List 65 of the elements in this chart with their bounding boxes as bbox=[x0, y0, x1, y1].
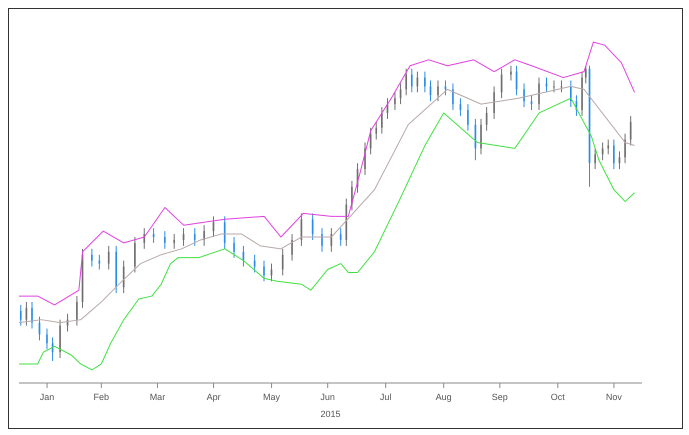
candlestick bbox=[510, 65, 512, 81]
candlestick bbox=[242, 245, 244, 268]
candlestick bbox=[233, 236, 235, 258]
candlestick bbox=[291, 234, 293, 262]
candlestick bbox=[416, 71, 418, 93]
candlestick bbox=[624, 133, 626, 164]
candlestick bbox=[400, 82, 402, 105]
candlestick bbox=[394, 92, 396, 111]
x-axis-title: 2015 bbox=[320, 409, 341, 419]
candlestick bbox=[460, 98, 462, 116]
candlestick bbox=[46, 328, 48, 350]
x-tick-label: Jun bbox=[320, 392, 335, 402]
candlestick bbox=[538, 77, 540, 111]
x-tick-label: Aug bbox=[436, 392, 452, 402]
x-tick-label: Sep bbox=[492, 392, 508, 402]
candlestick bbox=[351, 180, 353, 211]
candlestick bbox=[500, 68, 502, 99]
candlestick bbox=[618, 150, 620, 170]
candlestick bbox=[321, 228, 323, 252]
x-tick-label: Oct bbox=[550, 392, 566, 402]
candlestick bbox=[31, 301, 33, 330]
candlestick bbox=[430, 80, 432, 102]
candlestick bbox=[424, 71, 426, 93]
candlestick bbox=[282, 248, 284, 276]
candlestick bbox=[516, 65, 518, 96]
x-tick-label: Mar bbox=[150, 392, 166, 402]
candlestick bbox=[444, 80, 446, 96]
candlestick bbox=[91, 248, 93, 268]
candlestick bbox=[263, 260, 265, 282]
candlestick bbox=[576, 94, 578, 116]
candlestick bbox=[480, 118, 482, 155]
candlestick bbox=[340, 228, 342, 246]
candlestick bbox=[405, 68, 408, 96]
candlestick bbox=[607, 139, 610, 155]
candlestick bbox=[164, 230, 166, 250]
candlestick bbox=[386, 98, 388, 120]
candlestick bbox=[560, 80, 562, 93]
candlestick bbox=[152, 228, 154, 244]
candlestick bbox=[38, 316, 40, 341]
x-tick-label: Apr bbox=[206, 392, 221, 402]
candlestick bbox=[602, 142, 604, 161]
candlestick bbox=[530, 94, 532, 111]
candlestick bbox=[546, 77, 548, 93]
candlestick bbox=[270, 263, 272, 282]
candlestick bbox=[212, 216, 214, 238]
candlestick bbox=[66, 313, 68, 332]
candlestick bbox=[410, 68, 413, 93]
candlestick bbox=[194, 228, 196, 246]
candlestick bbox=[486, 106, 488, 132]
candlestick bbox=[98, 254, 100, 270]
candlestick bbox=[452, 82, 454, 111]
x-tick-label: Jan bbox=[40, 392, 54, 402]
candlestick bbox=[182, 228, 184, 246]
candlestick bbox=[553, 80, 555, 93]
x-tick-label: Feb bbox=[94, 392, 110, 402]
candlestick bbox=[467, 104, 469, 132]
candlestick bbox=[375, 121, 378, 140]
candlestick bbox=[437, 80, 439, 102]
candlestick bbox=[52, 336, 54, 362]
candlestick bbox=[523, 82, 525, 108]
x-tick-label: Jul bbox=[380, 392, 392, 402]
candlestick bbox=[254, 254, 256, 273]
candlestick bbox=[173, 234, 176, 250]
x-tick-label: Nov bbox=[606, 392, 622, 402]
x-tick-label: May bbox=[263, 392, 281, 402]
